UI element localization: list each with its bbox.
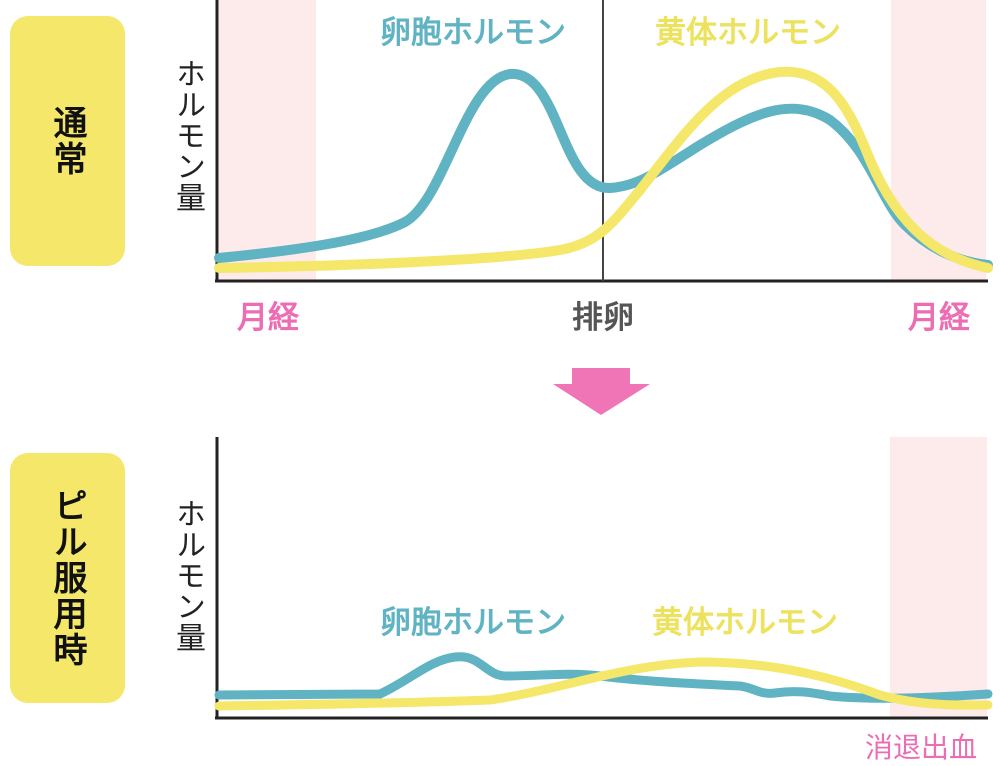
normal-ylabel: ホルモン量 [170,58,205,213]
pill-follicle-label: 卵胞ホルモン [380,605,566,641]
pill-badge-label: ピル服用時 [47,488,87,668]
pill-badge: ピル服用時 [10,453,125,703]
normal-badge: 通常 [10,16,125,266]
normal-follicle-label: 卵胞ホルモン [380,15,566,51]
pill-ylabel: ホルモン量 [170,498,205,653]
down-arrow-icon [553,368,650,415]
pill-luteum-curve [214,657,993,711]
normal-menstruation-shade-left [219,0,316,280]
ovulation-label: 排卵 [572,300,634,336]
pill-withdrawal-shade [890,437,987,718]
pill-luteum-label: 黄体ホルモン [652,605,838,641]
pill-follicle-curve [214,652,993,703]
withdrawal-bleeding-label: 消退出血 [865,731,978,764]
menstruation-right-label: 月経 [908,300,970,336]
normal-luteum-label: 黄体ホルモン [655,15,841,51]
menstruation-left-label: 月経 [237,300,299,336]
normal-luteum-curve [214,66,993,273]
normal-menstruation-shade-right [891,0,986,280]
normal-badge-label: 通常 [47,105,87,177]
